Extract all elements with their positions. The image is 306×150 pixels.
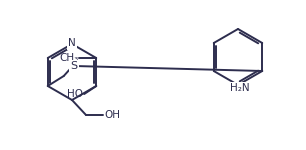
Text: H₂N: H₂N	[230, 83, 250, 93]
Text: CH₃: CH₃	[59, 53, 78, 63]
Text: H₂N: H₂N	[229, 86, 249, 96]
Text: N: N	[68, 39, 76, 48]
Text: HO: HO	[67, 89, 83, 99]
Text: OH: OH	[104, 110, 120, 120]
Text: S: S	[70, 61, 77, 71]
